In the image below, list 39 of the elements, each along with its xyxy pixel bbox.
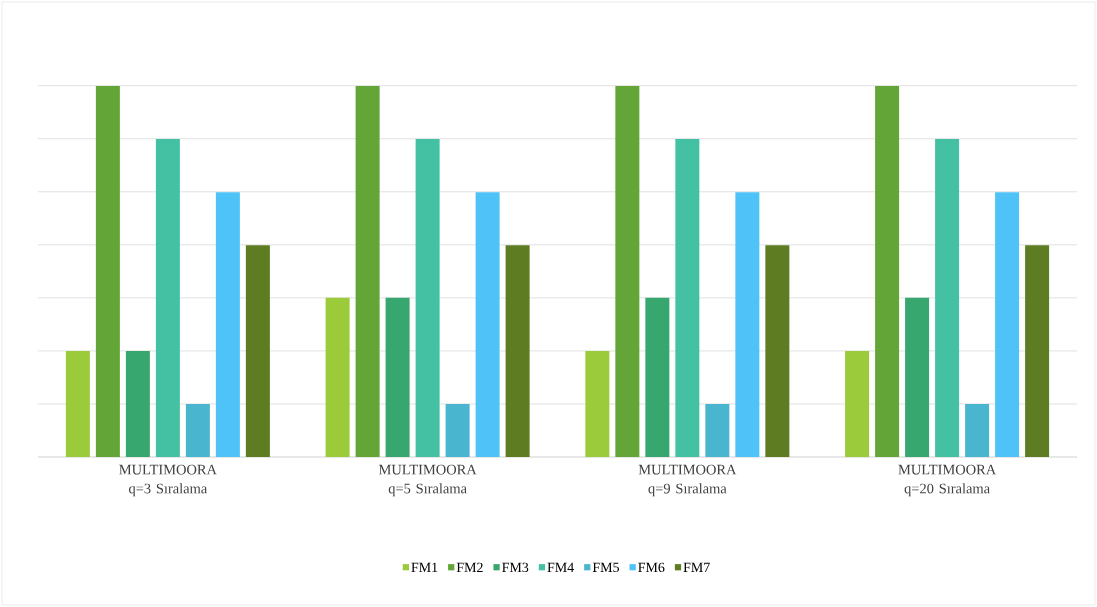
- bar: [415, 139, 440, 457]
- bar: [965, 403, 990, 457]
- bar: [65, 350, 90, 457]
- bar: [1025, 245, 1050, 457]
- x-tick-label: MULTIMOORA q=5 Sıralama: [378, 464, 477, 497]
- x-tick-label: MULTIMOORA q=20 Sıralama: [898, 464, 997, 497]
- legend-label: FM1: [411, 562, 438, 572]
- legend-label: FM7: [683, 562, 710, 572]
- bar: [475, 192, 500, 457]
- bar: [905, 297, 930, 457]
- bar: [705, 403, 730, 457]
- bar: [95, 86, 120, 457]
- bar: [675, 139, 700, 457]
- bar: [615, 86, 640, 457]
- x-tick-label: MULTIMOORA q=3 Sıralama: [119, 464, 217, 497]
- bar: [505, 245, 530, 457]
- bar: [325, 297, 350, 457]
- legend-label: FM5: [592, 562, 619, 573]
- bar: [445, 403, 470, 457]
- legend-label: FM3: [502, 562, 529, 573]
- bar: [765, 245, 790, 457]
- bar: [355, 86, 380, 457]
- legend-label: FM2: [456, 562, 483, 572]
- bar: [385, 297, 410, 457]
- bar: [125, 350, 150, 457]
- bar: [995, 192, 1020, 457]
- bar: [935, 139, 960, 457]
- bar: [155, 139, 180, 457]
- bar: [875, 86, 900, 457]
- legend-label: FM4: [547, 562, 574, 572]
- bar: [585, 350, 610, 457]
- bar: [845, 350, 870, 457]
- bar: [645, 297, 670, 457]
- bar: [185, 403, 210, 457]
- bar: [735, 192, 760, 457]
- legend-label: FM6: [638, 562, 665, 573]
- x-tick-label: MULTIMOORA q=9 Sıralama: [638, 464, 737, 497]
- bar: [245, 245, 270, 457]
- bar: [215, 192, 240, 457]
